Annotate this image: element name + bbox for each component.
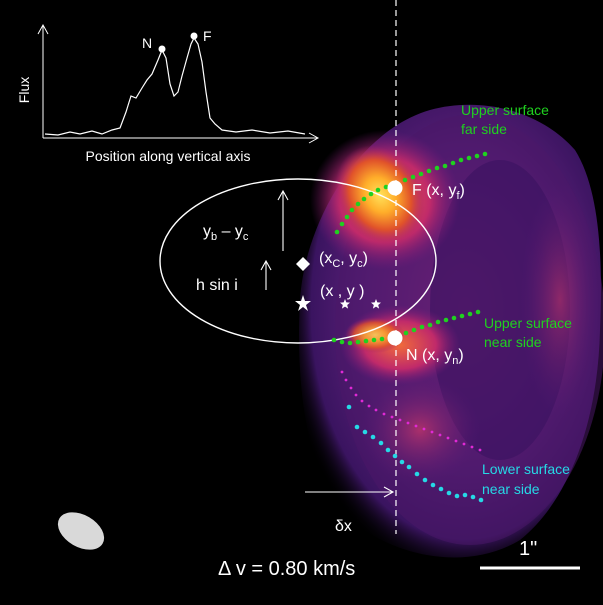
projected-ring-ellipse [159,178,437,344]
center-label: (xC, yc) [319,250,368,270]
magenta-trace [340,370,482,452]
lower-glow [360,375,480,485]
point-near-marker [387,330,403,346]
upper-near-label-line1: Upper surface [484,315,572,331]
upper-far-label-line2: far side [461,121,507,137]
flux-profile-inset: N F Flux Position along vertical axis [16,23,320,164]
flux-profile-curve [44,36,306,136]
center-star-marker [295,295,311,311]
star-mark-small-2 [371,299,381,309]
point-far-marker [387,180,403,196]
emission-map [299,104,603,558]
h-sin-i-label: h sin i [196,277,238,294]
channel-velocity-label: Δ v = 0.80 km/s [218,558,355,580]
height-arrow-large-head [277,189,289,201]
peak-far-marker [190,32,198,40]
peak-far-label: F [203,28,212,44]
upper-surface-far-trace [334,151,488,235]
height-arrow-small-head [260,259,272,271]
upper-near-label-line2: near side [484,334,542,350]
delta-x-arrowhead [383,486,395,498]
height-b-minus-c-label: yb – yc [203,223,249,243]
peak-near-label: N [142,35,152,51]
inset-y-arrowhead [37,23,49,35]
beam-ellipse [57,512,105,550]
inset-x-label: Position along vertical axis [86,148,251,164]
near-side-hotspot [345,317,405,353]
point-far-label: F (x, yf) [412,182,465,202]
lower-near-label-line1: Lower surface [482,461,570,477]
star-label: (x , y ) [320,283,364,300]
point-near-label: N (x, yn) [406,347,464,367]
inset-x-arrowhead [308,132,320,144]
peak-near-marker [158,45,166,53]
center-diamond-marker [296,257,310,271]
upper-far-label-line1: Upper surface [461,102,549,118]
lower-near-label-line2: near side [482,481,540,497]
star-mark-small-1 [340,299,350,309]
scale-bar-label: 1" [519,538,537,560]
lower-surface-near-trace [346,404,484,503]
right-rim-glow [520,180,600,420]
inset-y-label: Flux [16,77,32,103]
upper-surface-near-trace [331,309,481,346]
delta-x-label: δx [335,518,352,535]
